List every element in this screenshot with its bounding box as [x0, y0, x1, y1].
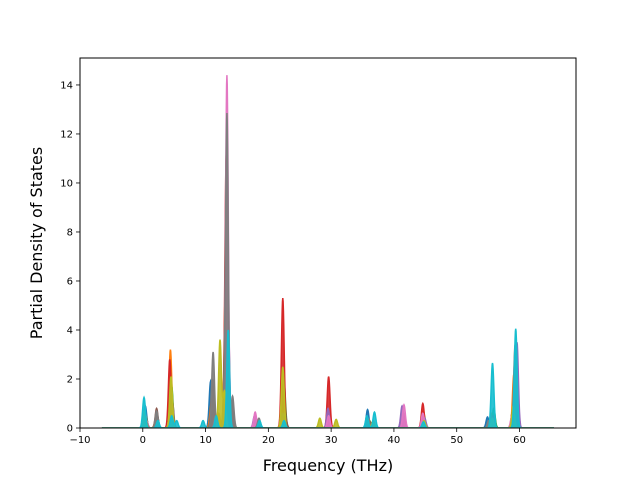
- y-tick-label: 0: [67, 424, 73, 435]
- plot-frame: [79, 57, 577, 429]
- x-tick-label: 30: [325, 435, 338, 446]
- y-tick-label: 8: [67, 227, 73, 238]
- x-axis-label: Frequency (THz): [263, 456, 393, 475]
- series-4-line: [101, 153, 555, 428]
- series-7-line: [101, 75, 555, 428]
- y-tick-label: 4: [67, 325, 73, 336]
- y-tick-label: 12: [60, 129, 73, 140]
- x-tick-label: 20: [262, 435, 275, 446]
- y-axis-label: Partial Density of States: [27, 147, 46, 339]
- x-tick-label: 50: [450, 435, 463, 446]
- y-axis: 0 2 4 6 8 10 12 14: [60, 80, 80, 435]
- series-10-line: [101, 328, 555, 428]
- y-tick-label: 2: [67, 374, 73, 385]
- x-tick-label: −10: [69, 435, 90, 446]
- x-tick-label: 10: [199, 435, 212, 446]
- x-tick-label: 0: [140, 435, 146, 446]
- series-5-line: [101, 317, 555, 428]
- x-tick-label: 60: [513, 435, 526, 446]
- x-tick-label: 40: [388, 435, 401, 446]
- y-tick-label: 10: [60, 178, 73, 189]
- y-tick-label: 6: [67, 276, 73, 287]
- y-tick-label: 14: [60, 80, 73, 91]
- x-axis: −10 0 10 20 30 40 50 60: [69, 428, 526, 446]
